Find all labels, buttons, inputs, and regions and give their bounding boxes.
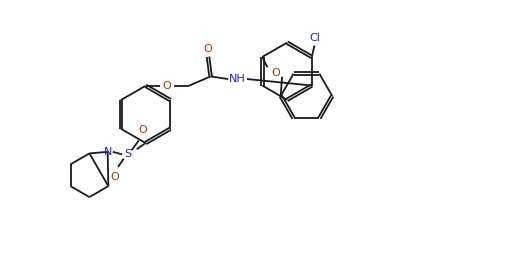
Text: S: S	[124, 150, 131, 159]
Text: O: O	[163, 81, 171, 91]
Text: NH: NH	[229, 74, 246, 84]
Text: O: O	[204, 44, 212, 54]
Text: O: O	[139, 125, 147, 135]
Text: N: N	[103, 147, 112, 157]
Text: O: O	[271, 68, 280, 77]
Text: Cl: Cl	[309, 33, 320, 43]
Text: O: O	[110, 172, 119, 182]
